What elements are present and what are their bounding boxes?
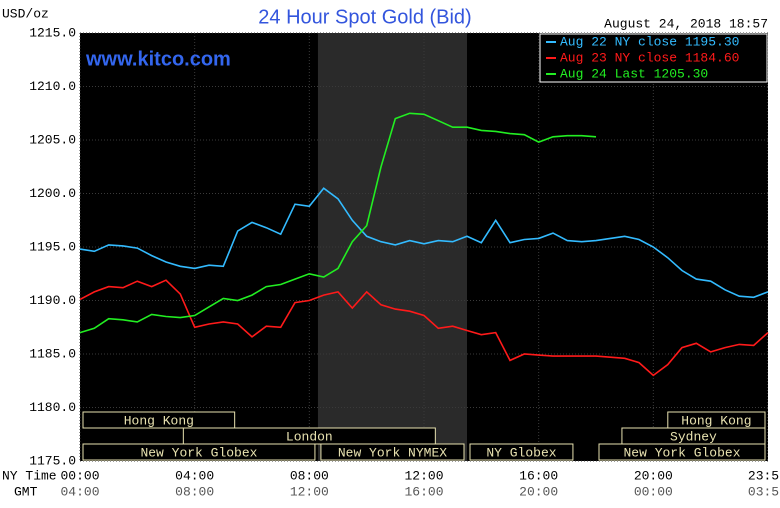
- x2-tick-label: 16:00: [404, 484, 443, 499]
- timestamp: August 24, 2018 18:57: [604, 16, 768, 31]
- session-label: New York Globex: [140, 445, 257, 460]
- session-label: New York NYMEX: [338, 445, 447, 460]
- session-label: London: [286, 429, 333, 444]
- session-label: New York Globex: [623, 445, 740, 460]
- x-tick-label: 00:00: [60, 468, 99, 483]
- x2-tick-label: 03:59: [748, 484, 780, 499]
- series-line: [79, 279, 769, 377]
- legend-label: Aug 22 NY close 1195.30: [560, 34, 739, 49]
- y-tick-label: 1190.0: [29, 293, 76, 308]
- y-tick-label: 1215.0: [29, 25, 76, 40]
- y-tick-label: 1185.0: [29, 346, 76, 361]
- session-label: NY Globex: [486, 445, 556, 460]
- x2-tick-label: 08:00: [175, 484, 214, 499]
- x2-tick-label: 04:00: [60, 484, 99, 499]
- legend-box: [539, 33, 768, 83]
- x2-tick-label: 00:00: [634, 484, 673, 499]
- session-box: [82, 443, 316, 461]
- chart-title: 24 Hour Spot Gold (Bid): [258, 6, 471, 28]
- watermark: www.kitco.com: [85, 48, 231, 70]
- x2-tick-label: 20:00: [519, 484, 558, 499]
- session-label: Hong Kong: [124, 413, 194, 428]
- x-axis-label: NY Time: [2, 468, 57, 483]
- x-tick-label: 23:59: [748, 468, 780, 483]
- legend-label: Aug 23 NY close 1184.60: [560, 50, 739, 65]
- x2-axis-label: GMT: [14, 484, 38, 499]
- y-tick-label: 1180.0: [29, 400, 76, 415]
- session-box: [82, 411, 236, 429]
- y-tick-label: 1210.0: [29, 79, 76, 94]
- session-label: Hong Kong: [681, 413, 751, 428]
- x-tick-label: 04:00: [175, 468, 214, 483]
- y-tick-label: 1195.0: [29, 239, 76, 254]
- legend-label: Aug 24 Last 1205.30: [560, 66, 708, 81]
- session-label: Sydney: [670, 429, 717, 444]
- session-box: [320, 443, 465, 461]
- series-line: [79, 112, 597, 334]
- y-tick-label: 1175.0: [29, 453, 76, 468]
- x-tick-label: 16:00: [519, 468, 558, 483]
- session-box: [469, 443, 574, 461]
- x-tick-label: 08:00: [290, 468, 329, 483]
- y-tick-label: 1200.0: [29, 186, 76, 201]
- series-line: [79, 187, 769, 299]
- x2-tick-label: 12:00: [290, 484, 329, 499]
- session-box: [598, 443, 766, 461]
- y-tick-label: 1205.0: [29, 132, 76, 147]
- x-tick-label: 12:00: [404, 468, 443, 483]
- y-axis-label: USD/oz: [2, 6, 49, 21]
- x-tick-label: 20:00: [634, 468, 673, 483]
